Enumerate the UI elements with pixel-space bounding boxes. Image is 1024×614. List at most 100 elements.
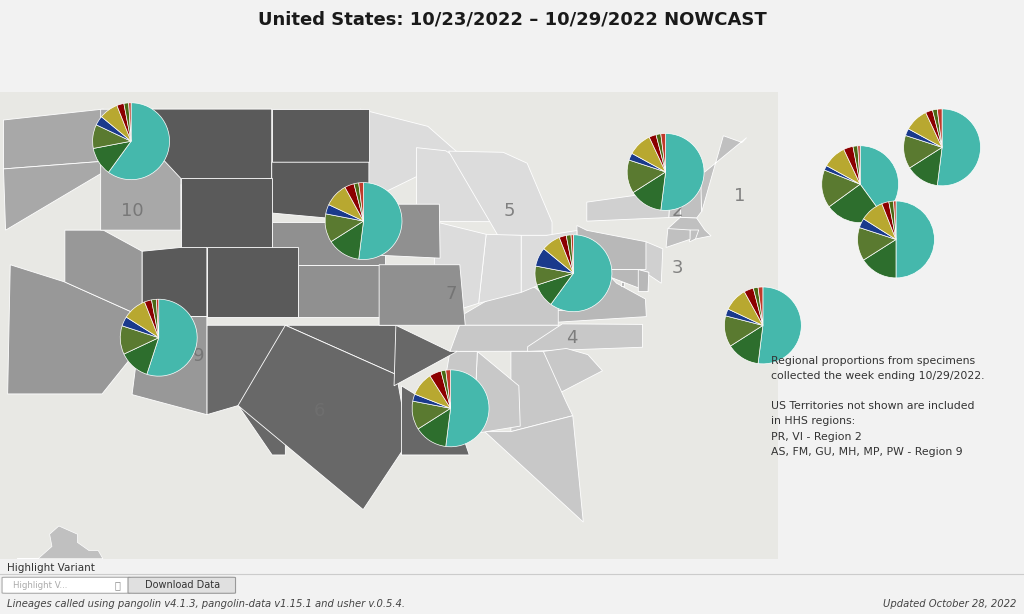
Polygon shape	[511, 351, 572, 432]
Wedge shape	[633, 172, 666, 210]
Polygon shape	[401, 386, 469, 455]
Text: Regional proportions from specimens
collected the week ending 10/29/2022.

US Te: Regional proportions from specimens coll…	[771, 356, 984, 457]
Text: Highlight Variant: Highlight Variant	[7, 562, 95, 573]
Wedge shape	[413, 394, 451, 408]
Polygon shape	[360, 109, 461, 204]
Polygon shape	[638, 270, 649, 292]
Wedge shape	[326, 204, 364, 221]
Wedge shape	[933, 109, 942, 147]
Wedge shape	[152, 299, 159, 338]
Polygon shape	[142, 247, 207, 317]
Polygon shape	[521, 230, 577, 292]
Polygon shape	[621, 282, 624, 286]
Wedge shape	[857, 228, 896, 260]
Wedge shape	[744, 288, 763, 325]
Wedge shape	[908, 112, 942, 147]
Wedge shape	[826, 149, 860, 184]
Wedge shape	[126, 302, 159, 338]
Wedge shape	[726, 309, 763, 325]
Wedge shape	[144, 300, 159, 338]
Wedge shape	[758, 287, 763, 325]
Wedge shape	[882, 201, 896, 239]
Wedge shape	[905, 129, 942, 147]
Polygon shape	[689, 230, 698, 242]
Polygon shape	[379, 265, 465, 325]
Wedge shape	[724, 316, 763, 346]
Text: 10: 10	[121, 202, 143, 220]
Polygon shape	[478, 235, 521, 303]
Text: 9: 9	[193, 348, 204, 365]
Wedge shape	[124, 338, 159, 375]
Wedge shape	[331, 221, 364, 259]
Polygon shape	[536, 271, 646, 324]
Wedge shape	[660, 133, 666, 172]
Wedge shape	[728, 292, 763, 325]
Polygon shape	[577, 225, 646, 270]
Wedge shape	[535, 266, 573, 285]
Wedge shape	[926, 110, 942, 147]
Polygon shape	[484, 416, 584, 522]
Wedge shape	[445, 370, 489, 447]
Polygon shape	[587, 178, 671, 221]
Polygon shape	[65, 230, 142, 317]
Wedge shape	[937, 109, 981, 186]
Wedge shape	[354, 183, 364, 221]
Wedge shape	[824, 166, 860, 184]
Wedge shape	[903, 136, 942, 168]
Polygon shape	[286, 325, 396, 375]
Wedge shape	[109, 103, 170, 180]
Wedge shape	[157, 299, 159, 338]
Wedge shape	[844, 146, 860, 184]
Wedge shape	[358, 182, 364, 221]
Wedge shape	[649, 134, 666, 172]
Wedge shape	[418, 408, 451, 446]
Polygon shape	[181, 179, 271, 247]
Polygon shape	[666, 228, 690, 247]
Wedge shape	[863, 204, 896, 239]
Wedge shape	[937, 109, 942, 147]
Wedge shape	[909, 147, 942, 185]
Polygon shape	[474, 351, 520, 433]
Text: ⌕: ⌕	[115, 580, 121, 590]
FancyBboxPatch shape	[2, 577, 130, 593]
Polygon shape	[3, 109, 104, 169]
Wedge shape	[656, 134, 666, 172]
Wedge shape	[129, 103, 131, 141]
Wedge shape	[559, 235, 573, 273]
Wedge shape	[430, 371, 451, 408]
Text: Highlight V...: Highlight V...	[13, 581, 68, 590]
Polygon shape	[3, 161, 111, 230]
Text: 5: 5	[504, 202, 515, 220]
Polygon shape	[368, 204, 440, 258]
Wedge shape	[754, 287, 763, 325]
Polygon shape	[132, 317, 207, 414]
Polygon shape	[449, 151, 552, 235]
Polygon shape	[0, 91, 778, 559]
Wedge shape	[92, 125, 131, 149]
Wedge shape	[146, 299, 198, 376]
Polygon shape	[7, 265, 142, 394]
Wedge shape	[889, 201, 896, 239]
Text: 4: 4	[566, 329, 578, 348]
Wedge shape	[853, 146, 860, 184]
Wedge shape	[124, 103, 131, 141]
Wedge shape	[896, 201, 935, 278]
Polygon shape	[207, 247, 298, 317]
Wedge shape	[415, 376, 451, 408]
Wedge shape	[632, 137, 666, 172]
Text: 8: 8	[344, 208, 356, 225]
Wedge shape	[345, 184, 364, 221]
Wedge shape	[660, 133, 705, 211]
Wedge shape	[117, 103, 131, 141]
Polygon shape	[434, 222, 486, 317]
Wedge shape	[858, 146, 860, 184]
Wedge shape	[566, 235, 573, 273]
Wedge shape	[544, 238, 573, 273]
Polygon shape	[394, 325, 458, 386]
Polygon shape	[417, 147, 493, 222]
Polygon shape	[17, 526, 102, 559]
Polygon shape	[699, 136, 746, 212]
Wedge shape	[758, 287, 802, 364]
Polygon shape	[271, 162, 369, 222]
Text: 3: 3	[672, 259, 683, 277]
